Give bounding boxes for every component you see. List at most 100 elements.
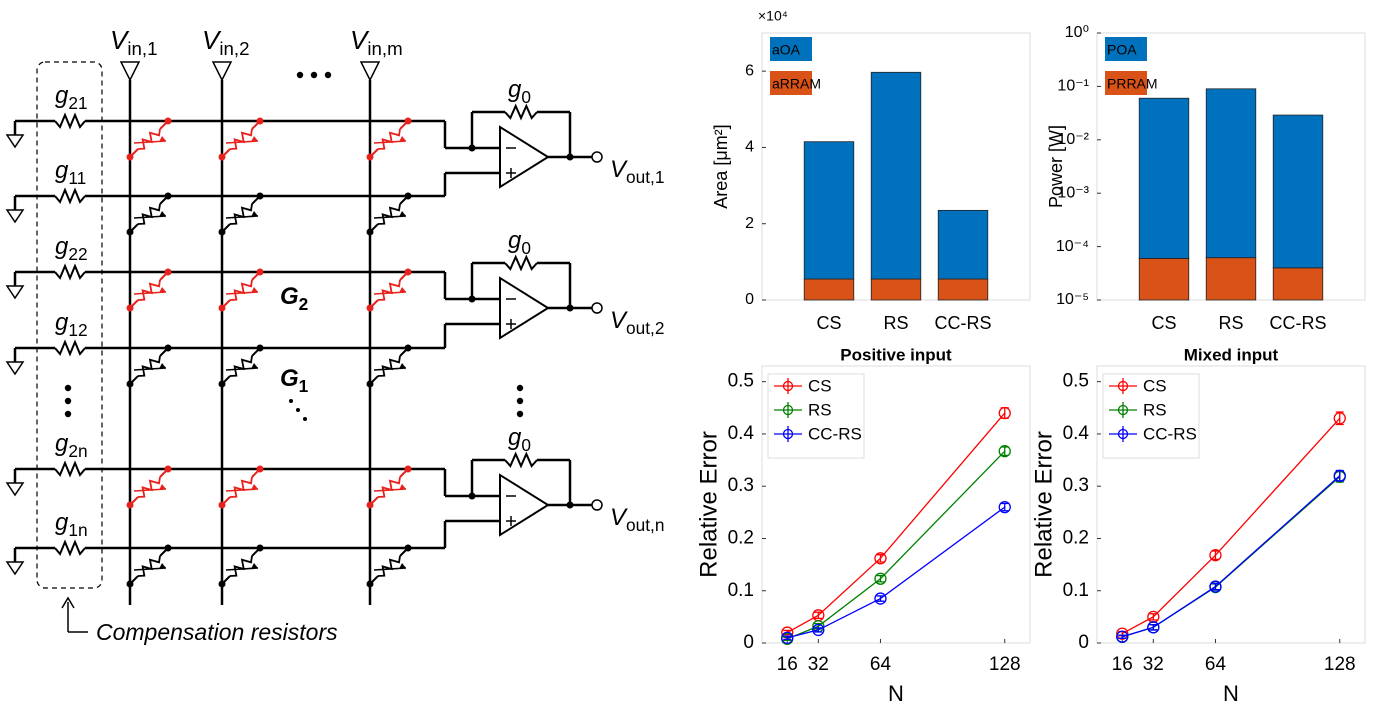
x-tick-label: 64: [1205, 654, 1227, 675]
output-terminal: [591, 499, 603, 511]
node-dot: [218, 304, 226, 312]
bar-segment: [803, 141, 855, 280]
error-bar: [876, 574, 885, 583]
y-tick-label: 0: [743, 632, 754, 653]
legend-label: RS: [808, 400, 832, 419]
y-tick-label: 10⁰: [1065, 24, 1089, 41]
label-main: g: [508, 76, 522, 103]
label-main: g: [55, 309, 69, 336]
bar-segment: [1205, 257, 1257, 301]
label-main: g: [55, 509, 69, 536]
memristor-arrowhead: [251, 563, 258, 569]
node-dot: [404, 117, 412, 125]
x-tick-label: RS: [883, 313, 908, 333]
node-dot: [126, 501, 134, 509]
legend-swatch: [1105, 37, 1147, 61]
op-amp: [499, 473, 550, 537]
series-line: [787, 450, 1006, 640]
ellipsis-dot: [296, 408, 300, 412]
y-tick-label: 0.4: [1063, 423, 1090, 444]
diagram-label: g22: [55, 233, 88, 263]
label-sub: 0: [521, 238, 531, 258]
y-tick-label: 0.1: [1063, 580, 1089, 601]
data-point: [874, 572, 887, 585]
node-dot: [218, 501, 226, 509]
ellipsis-dot: [296, 71, 304, 79]
label-sub: 0: [521, 435, 531, 455]
y-axis-label: Power [W]: [1046, 125, 1066, 208]
node-dot: [126, 228, 134, 236]
memristor-arrowhead: [159, 211, 166, 217]
input-terminal: [359, 61, 381, 82]
y-tick-label: 0.3: [1063, 475, 1089, 496]
data-point: [781, 631, 794, 644]
node-dot: [566, 304, 574, 312]
legend-swatch: [1105, 71, 1147, 95]
data-point: [998, 500, 1011, 514]
y-tick-label: 6: [745, 62, 754, 79]
ground: [5, 482, 25, 497]
label-main: g: [55, 82, 69, 109]
error-bar: [1000, 502, 1009, 512]
caption: Compensation resistors: [96, 619, 338, 645]
node-dot: [366, 153, 374, 161]
label-main: g: [508, 424, 522, 451]
legend-label: aRRAM: [772, 76, 821, 92]
bar-segment: [937, 278, 989, 301]
legend-label: CS: [1143, 376, 1167, 395]
resistor: [504, 254, 538, 272]
input-terminal: [211, 61, 233, 82]
label-sub: 12: [68, 320, 87, 340]
series-line: [787, 506, 1006, 639]
bar-segment: [1138, 97, 1190, 259]
memristor-arrowhead: [159, 363, 166, 369]
output-terminal: [591, 302, 603, 314]
y-tick-label: 0.5: [728, 371, 754, 392]
resistor: [54, 339, 86, 357]
diagram-label: g0: [508, 76, 531, 106]
legend-label: RS: [1143, 400, 1167, 419]
memristor: [137, 128, 161, 150]
diagram-label: Vin,m: [350, 25, 403, 59]
node-dot: [218, 228, 226, 236]
node-dot: [126, 304, 134, 312]
y-tick-label: 0.5: [1063, 371, 1089, 392]
label-main: G: [280, 283, 299, 310]
node-dot: [404, 544, 412, 552]
ground: [5, 361, 25, 376]
input-terminal: [119, 61, 141, 82]
data-point: [874, 552, 887, 565]
diagram-label: g2n: [55, 430, 88, 460]
label-sub: out,2: [626, 318, 664, 338]
y-tick-label: 0.4: [728, 423, 755, 444]
ellipsis-dot: [64, 397, 72, 405]
ellipsis-dot: [64, 384, 72, 392]
ground: [5, 134, 25, 149]
diagram-label: Vin,2: [202, 25, 250, 59]
caption-arrow: [61, 596, 88, 633]
memristor-arrowhead: [251, 136, 258, 142]
x-tick-label: 128: [1324, 654, 1356, 675]
memristor: [377, 203, 401, 225]
memristor: [229, 279, 253, 301]
memristor: [229, 355, 253, 377]
memristor-arrowhead: [399, 563, 406, 569]
ellipsis-dot: [64, 410, 72, 418]
label-main: g: [508, 227, 522, 254]
label-sub: 21: [68, 93, 87, 113]
y-axis-multiplier: ×10⁴: [758, 8, 788, 24]
y-tick-label: 10⁻¹: [1057, 78, 1089, 95]
data-point: [1333, 469, 1346, 482]
resistor: [504, 103, 538, 121]
node-dot: [256, 544, 264, 552]
y-tick-label: 0: [745, 291, 754, 308]
node-dot: [218, 380, 226, 388]
bar-segment: [870, 71, 922, 280]
label-main: V: [610, 156, 628, 183]
y-tick-label: 0.2: [728, 527, 754, 548]
node-dot: [566, 501, 574, 509]
data-point: [1147, 621, 1160, 634]
x-tick-label: 64: [870, 654, 892, 675]
diagram-label: g0: [508, 424, 531, 454]
